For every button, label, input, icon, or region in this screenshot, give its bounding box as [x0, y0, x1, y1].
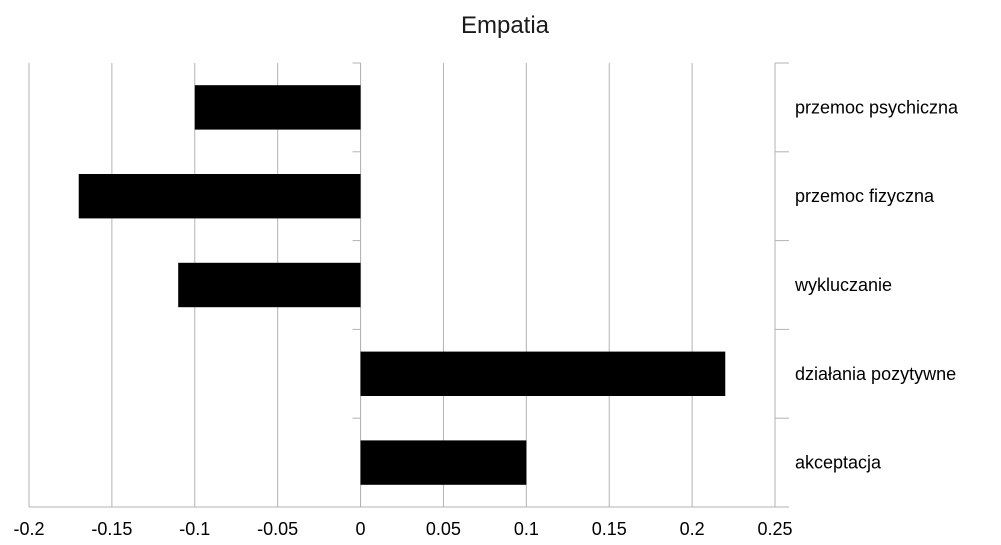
- category-label: akceptacja: [795, 453, 882, 473]
- x-tick-label: -0.15: [91, 519, 132, 539]
- chart-title: Empatia: [460, 12, 550, 39]
- x-tick-label: 0.2: [680, 519, 705, 539]
- bar: [194, 85, 361, 130]
- x-tick-label: -0.05: [257, 519, 298, 539]
- category-label: działania pozytywne: [795, 364, 956, 384]
- bar: [360, 440, 527, 485]
- x-tick-label: -0.2: [13, 519, 44, 539]
- x-tick-label: 0: [356, 519, 366, 539]
- category-label: przemoc psychiczna: [795, 97, 959, 117]
- bar: [178, 262, 361, 308]
- x-tick-label: 0.1: [514, 519, 539, 539]
- category-label: wykluczanie: [794, 275, 892, 295]
- bar: [360, 351, 726, 396]
- bar: [78, 174, 361, 219]
- category-label: przemoc fizyczna: [795, 186, 935, 206]
- x-tick-label: 0.25: [757, 519, 792, 539]
- x-tick-label: 0.05: [426, 519, 461, 539]
- x-tick-label: 0.15: [592, 519, 627, 539]
- x-tick-label: -0.1: [179, 519, 210, 539]
